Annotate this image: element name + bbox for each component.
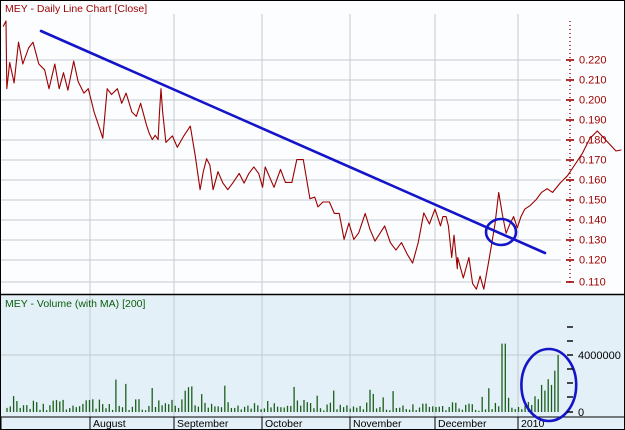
svg-text:November: November [353, 418, 402, 430]
svg-text:MEY - Volume (with MA) [200]: MEY - Volume (with MA) [200] [5, 298, 146, 310]
svg-text:0.140: 0.140 [579, 215, 607, 227]
svg-text:0.220: 0.220 [579, 55, 607, 67]
svg-text:0.210: 0.210 [579, 75, 607, 87]
svg-text:August: August [93, 418, 126, 430]
svg-text:0: 0 [578, 407, 584, 419]
svg-text:0.160: 0.160 [579, 175, 607, 187]
svg-text:4000000: 4000000 [578, 350, 621, 362]
svg-text:0.190: 0.190 [579, 115, 607, 127]
svg-text:0.120: 0.120 [579, 255, 607, 267]
svg-text:December: December [438, 418, 487, 430]
svg-text:0.150: 0.150 [579, 195, 607, 207]
svg-text:October: October [265, 418, 303, 430]
svg-text:0.180: 0.180 [579, 135, 607, 147]
svg-text:0.200: 0.200 [579, 95, 607, 107]
svg-text:0.130: 0.130 [579, 235, 607, 247]
svg-text:0.110: 0.110 [579, 277, 606, 289]
svg-text:MEY - Daily Line Chart [Close]: MEY - Daily Line Chart [Close] [5, 3, 147, 15]
svg-text:0.170: 0.170 [579, 155, 607, 167]
svg-text:September: September [177, 418, 229, 430]
